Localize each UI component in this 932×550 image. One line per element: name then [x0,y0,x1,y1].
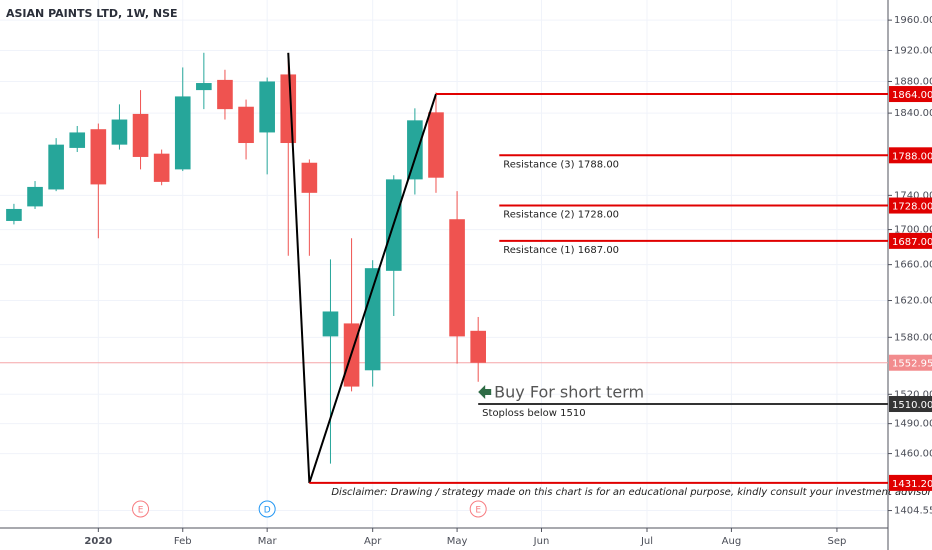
candle-body [196,83,212,91]
y-tick-label: 1920.00 [894,45,932,56]
candle-body [449,219,465,337]
candle-body [153,153,170,182]
y-tick-label: 1460.00 [894,449,932,460]
candle-body [90,129,107,185]
y-tick-label: 1660.00 [894,260,932,271]
candle-body [217,79,233,110]
level-annotation: Resistance (1) 1687.00 [503,245,619,256]
x-tick-label: 2020 [84,536,112,547]
x-tick-label: Jul [640,536,653,547]
candle-body [407,120,423,180]
x-tick-label: Feb [174,536,192,547]
event-marker [469,500,487,518]
x-tick-label: Sep [828,536,847,547]
x-tick-label: May [447,536,468,547]
y-tick-label: 1840.00 [894,108,932,119]
y-tick-label: 1520.00 [894,389,932,400]
event-marker [132,500,150,518]
chart-title: ASIAN PAINTS LTD, 1W, NSE [6,7,178,20]
candle-body [27,186,43,207]
level-annotation: Disclaimer: Drawing / strategy made on t… [331,487,932,498]
y-tick-label: 1580.00 [894,332,932,343]
y-tick-label: 1880.00 [894,76,932,87]
price-tag [889,474,932,491]
price-tag [889,396,932,413]
level-annotation: Resistance (3) 1788.00 [503,159,619,170]
price-tag [889,86,932,103]
trendline [287,52,437,484]
candle-body [238,106,254,144]
event-label: D [264,506,271,516]
candle-body [280,74,297,144]
price-tag-label: 1864.00 [892,90,932,101]
price-tag [889,232,932,249]
price-tag-label: 1431.20 [892,479,932,490]
x-tick-label: Aug [722,536,742,547]
candle-body [301,162,318,193]
x-tick-label: Apr [364,536,382,547]
price-tag [889,197,932,214]
y-tick-label: 1490.00 [894,419,932,430]
price-tag-label: 1552.95 [892,359,932,370]
candle-body [132,113,149,157]
price-tag-label: 1510.00 [892,400,932,411]
x-tick-label: Mar [258,536,278,547]
buy-arrow [478,385,492,400]
candle-body [322,311,339,337]
event-marker [258,500,276,518]
candle-body [48,144,64,190]
price-tag-label: 1687.00 [892,237,932,248]
candle-body [428,112,444,178]
candle-body [111,119,128,145]
buy-note: Buy For short term [494,383,644,402]
price-tag-label: 1788.00 [892,151,932,162]
y-tick-label: 1740.00 [894,190,932,201]
y-tick-label: 1960.00 [894,15,932,26]
candle-body [470,330,486,363]
y-tick-label: 1700.00 [894,225,932,236]
candle-body [69,132,86,148]
y-tick-label: 1404.55 [894,506,932,517]
event-label: E [138,506,144,516]
candle-body [174,96,191,170]
candle-body [259,81,275,133]
candle-body [364,268,381,371]
level-annotation: Resistance (2) 1728.00 [503,210,619,221]
event-label: E [475,506,481,516]
x-tick-label: Jun [533,536,550,547]
price-tag [889,147,932,164]
price-tag-label: 1728.00 [892,202,932,213]
candle-body [6,208,22,221]
y-tick-label: 1620.00 [894,296,932,307]
price-tag [889,354,932,371]
level-annotation: Stoploss below 1510 [482,408,585,419]
